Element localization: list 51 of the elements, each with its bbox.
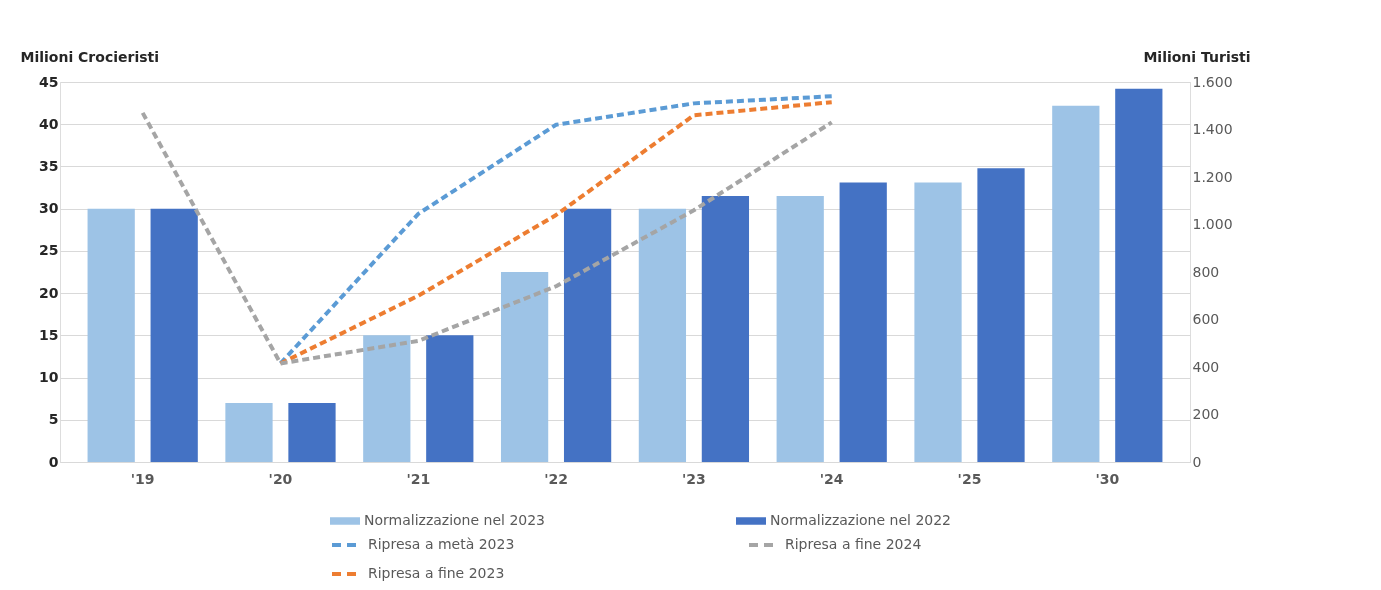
x-tick-label: '30 [1095, 470, 1120, 487]
y2-tick-label: 200 [1192, 406, 1220, 422]
y2-tick-label: 800 [1192, 263, 1220, 280]
y-tick-label: 25 [39, 242, 59, 259]
bar [363, 335, 411, 462]
legend-label: Ripresa a metà 2023 [368, 536, 515, 552]
y2-tick-label: 400 [1192, 358, 1220, 375]
y2-axis-title: Milioni Turisti [1143, 48, 1251, 65]
y-tick-label: 5 [48, 411, 59, 428]
bar [225, 402, 273, 462]
legend-label: Ripresa a fine 2024 [785, 536, 922, 552]
legend-label: Ripresa a fine 2023 [368, 565, 505, 581]
bar [87, 208, 135, 462]
y2-tick-label: 1.000 [1192, 216, 1233, 232]
legend-label: Normalizzazione nel 2023 [364, 512, 546, 528]
bar [500, 272, 549, 462]
y-tick-label: 20 [39, 284, 59, 301]
y-tick-label: 30 [39, 200, 59, 217]
x-tick-label: '22 [544, 470, 568, 487]
x-tick-label: '20 [268, 470, 293, 487]
y-tick-label: 35 [39, 157, 59, 174]
bar [1115, 88, 1163, 462]
bar [563, 208, 612, 462]
bar [150, 208, 198, 462]
y2-tick-label: 1.400 [1192, 121, 1233, 137]
y2-tick-label: 600 [1192, 311, 1220, 327]
bar [638, 208, 687, 462]
y-axis-title: Milioni Crocieristi [20, 48, 160, 65]
y2-tick-label: 1.200 [1192, 168, 1233, 185]
x-tick-label: '24 [819, 470, 844, 487]
y2-tick-label: 0 [1192, 453, 1202, 470]
x-tick-label: '25 [957, 470, 982, 487]
bar [426, 335, 474, 462]
x-tick-label: '23 [682, 470, 706, 487]
bar [839, 182, 887, 462]
bar [977, 168, 1025, 462]
bar [288, 402, 336, 462]
y-tick-label: 40 [39, 115, 59, 132]
line-series [140, 110, 834, 366]
y-tick-label: 15 [39, 326, 59, 343]
y-tick-label: 0 [48, 453, 59, 470]
bar [701, 196, 750, 462]
legend-label: Normalizzazione nel 2022 [770, 512, 952, 528]
bar [1052, 105, 1100, 462]
x-tick-label: '19 [130, 470, 155, 487]
y-tick-label: 10 [39, 369, 59, 386]
x-tick-label: '21 [406, 470, 431, 487]
bar [914, 182, 962, 462]
bar [776, 196, 824, 462]
y2-tick-label: 1.600 [1192, 73, 1233, 90]
y-tick-label: 45 [39, 73, 59, 90]
